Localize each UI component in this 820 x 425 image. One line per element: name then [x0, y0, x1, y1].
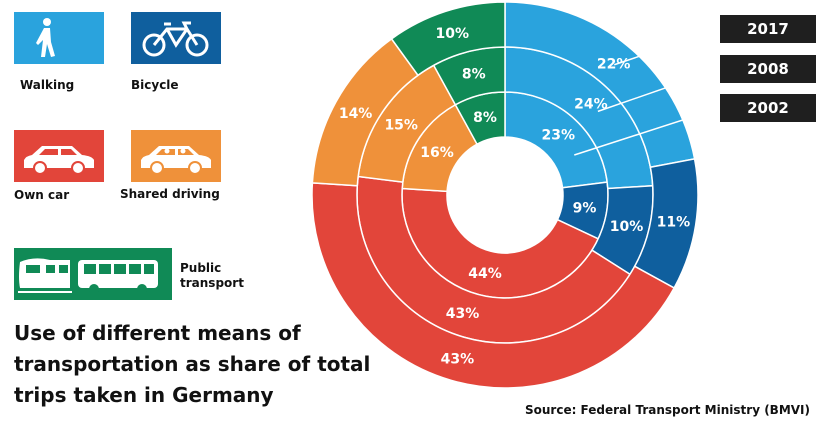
legend-label-shared-driving: Shared driving — [120, 187, 220, 201]
train-and-bus-icon — [14, 248, 172, 300]
data-label-2002-shared-driving: 16% — [420, 145, 454, 161]
data-label-2008-bicycle: 10% — [610, 219, 644, 235]
legend-label-bicycle: Bicycle — [131, 78, 179, 92]
year-label-2017: 2017 — [720, 15, 816, 43]
leader-line-2008 — [597, 68, 721, 113]
source-note: Source: Federal Transport Ministry (BMVI… — [524, 403, 810, 417]
legend-label-public-line2: transport — [180, 276, 244, 290]
leader-line-2002 — [574, 107, 721, 156]
leader-line-2017 — [614, 28, 721, 66]
pedestrian-icon — [14, 12, 104, 64]
data-label-2017-own-car: 43% — [441, 352, 475, 368]
data-label-2002-bicycle: 9% — [573, 201, 597, 217]
chart-title: Use of different means of transportation… — [14, 318, 394, 411]
slice-2017-own-car — [311, 182, 676, 389]
data-label-2017-shared-driving: 14% — [339, 106, 373, 122]
data-label-2017-walking: 22% — [597, 57, 631, 73]
data-label-2017-bicycle: 11% — [657, 215, 691, 231]
title-line-3: trips taken in Germany — [14, 383, 274, 407]
data-label-2002-own-car: 44% — [468, 266, 502, 282]
title-line-1: Use of different means of — [14, 321, 301, 345]
legend-label-public-line1: Public — [180, 261, 222, 275]
data-label-2008-public-transport: 8% — [462, 66, 486, 82]
year-label-2002: 2002 — [720, 94, 816, 122]
legend-label-walking: Walking — [20, 78, 75, 92]
data-label-2002-public-transport: 8% — [473, 110, 497, 126]
data-label-2008-walking: 24% — [574, 97, 608, 113]
car-icon — [14, 130, 104, 182]
legend-label-own-car: Own car — [14, 188, 70, 202]
legend-label-public-transport: Public transport — [180, 261, 244, 291]
data-label-2008-shared-driving: 15% — [384, 117, 418, 133]
title-line-2: transportation as share of total — [14, 352, 371, 376]
slice-2017-public-transport — [390, 1, 506, 77]
bicycle-icon — [131, 12, 221, 64]
car-with-passengers-icon — [131, 130, 221, 182]
data-label-2002-walking: 23% — [541, 128, 575, 144]
data-label-2017-public-transport: 10% — [436, 26, 470, 42]
year-label-2008: 2008 — [720, 55, 816, 83]
data-label-2008-own-car: 43% — [446, 306, 480, 322]
